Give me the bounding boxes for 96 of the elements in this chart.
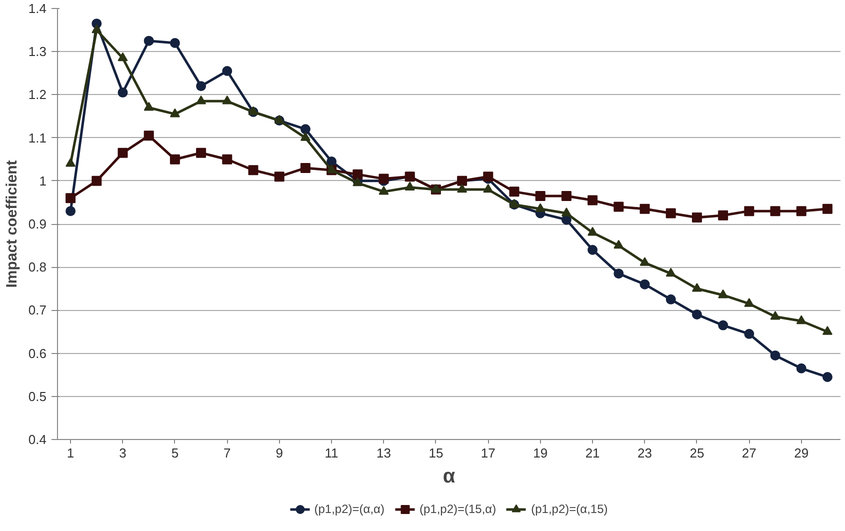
y-tick-label: 1.3 xyxy=(28,44,47,60)
point xyxy=(118,52,128,62)
point xyxy=(666,268,676,277)
x-tick-label: 25 xyxy=(690,446,704,460)
point xyxy=(535,203,546,212)
y-axis-title: Impact coefficient xyxy=(3,160,20,288)
point xyxy=(457,184,468,193)
point xyxy=(666,294,676,304)
point xyxy=(196,95,206,104)
point xyxy=(66,158,76,167)
point xyxy=(770,310,780,320)
point xyxy=(770,350,780,360)
point xyxy=(614,240,624,249)
point xyxy=(822,372,832,382)
point xyxy=(404,182,415,190)
point xyxy=(274,172,284,182)
point xyxy=(66,206,76,216)
point xyxy=(118,88,128,98)
point xyxy=(796,315,806,324)
point xyxy=(640,279,650,290)
point xyxy=(92,176,102,186)
point xyxy=(66,193,76,204)
point xyxy=(692,282,702,292)
point xyxy=(744,328,754,339)
point xyxy=(796,206,806,216)
x-tick-label: 27 xyxy=(742,446,756,460)
x-tick-label: 21 xyxy=(585,446,600,460)
point xyxy=(796,363,806,374)
y-tick-label: 0.7 xyxy=(28,302,47,318)
point xyxy=(588,226,598,236)
x-tick-label: 5 xyxy=(171,446,179,460)
point xyxy=(588,244,598,255)
point xyxy=(718,320,728,330)
point xyxy=(692,310,702,320)
y-tick-label: 1.4 xyxy=(28,1,47,16)
x-tick-label: 15 xyxy=(428,446,444,460)
point xyxy=(483,184,494,193)
point xyxy=(614,202,624,212)
y-tick-label: 0.4 xyxy=(28,432,47,447)
point xyxy=(718,210,728,220)
x-tick-label: 7 xyxy=(224,446,231,460)
point xyxy=(170,154,180,164)
point xyxy=(535,190,546,201)
point xyxy=(640,204,650,214)
x-tick-label: 17 xyxy=(480,446,496,460)
point xyxy=(822,204,832,214)
point xyxy=(300,124,310,134)
point xyxy=(196,81,206,92)
y-tick-label: 0.6 xyxy=(28,346,47,361)
x-tick-label: 11 xyxy=(324,446,338,460)
point xyxy=(222,95,232,104)
point xyxy=(718,289,728,298)
point xyxy=(170,38,180,48)
point xyxy=(588,195,598,206)
point xyxy=(692,212,702,223)
point xyxy=(640,257,650,266)
point xyxy=(222,66,232,76)
point xyxy=(561,190,572,201)
x-tick-label: 3 xyxy=(119,446,126,460)
x-tick-label: 9 xyxy=(276,446,283,460)
x-tick-label: 23 xyxy=(638,446,652,460)
point xyxy=(144,36,154,46)
legend-label: (p1,p2)=(α,α) xyxy=(314,502,384,516)
x-tick-label: 13 xyxy=(376,446,391,460)
point xyxy=(378,186,389,195)
point xyxy=(614,268,624,279)
y-tick-label: 1.1 xyxy=(28,130,47,146)
point xyxy=(822,326,832,335)
point xyxy=(92,24,102,34)
point xyxy=(300,162,310,173)
point xyxy=(561,208,572,216)
point xyxy=(770,206,780,216)
x-tick-label: 29 xyxy=(794,446,809,460)
point xyxy=(352,169,363,180)
point xyxy=(744,206,754,216)
point xyxy=(744,298,754,307)
point xyxy=(196,148,206,158)
y-tick-label: 0.9 xyxy=(28,216,47,232)
y-tick-label: 0.8 xyxy=(28,260,47,275)
point xyxy=(509,186,520,197)
y-tick-label: 1.2 xyxy=(28,87,47,102)
x-axis-title: α xyxy=(442,466,456,488)
point xyxy=(222,154,232,164)
x-tick-label: 1 xyxy=(66,446,74,460)
point xyxy=(170,108,180,118)
point xyxy=(666,208,676,218)
legend-label: (p1,p2)=(α,15) xyxy=(531,502,608,516)
y-tick-label: 0.5 xyxy=(28,388,47,404)
point xyxy=(248,165,258,176)
x-tick-label: 19 xyxy=(533,446,548,460)
point xyxy=(300,132,310,141)
point xyxy=(144,102,154,111)
point xyxy=(118,148,128,158)
legend-label: (p1,p2)=(15,α) xyxy=(419,502,496,516)
y-tick-label: 1 xyxy=(39,173,47,188)
point xyxy=(144,130,154,141)
